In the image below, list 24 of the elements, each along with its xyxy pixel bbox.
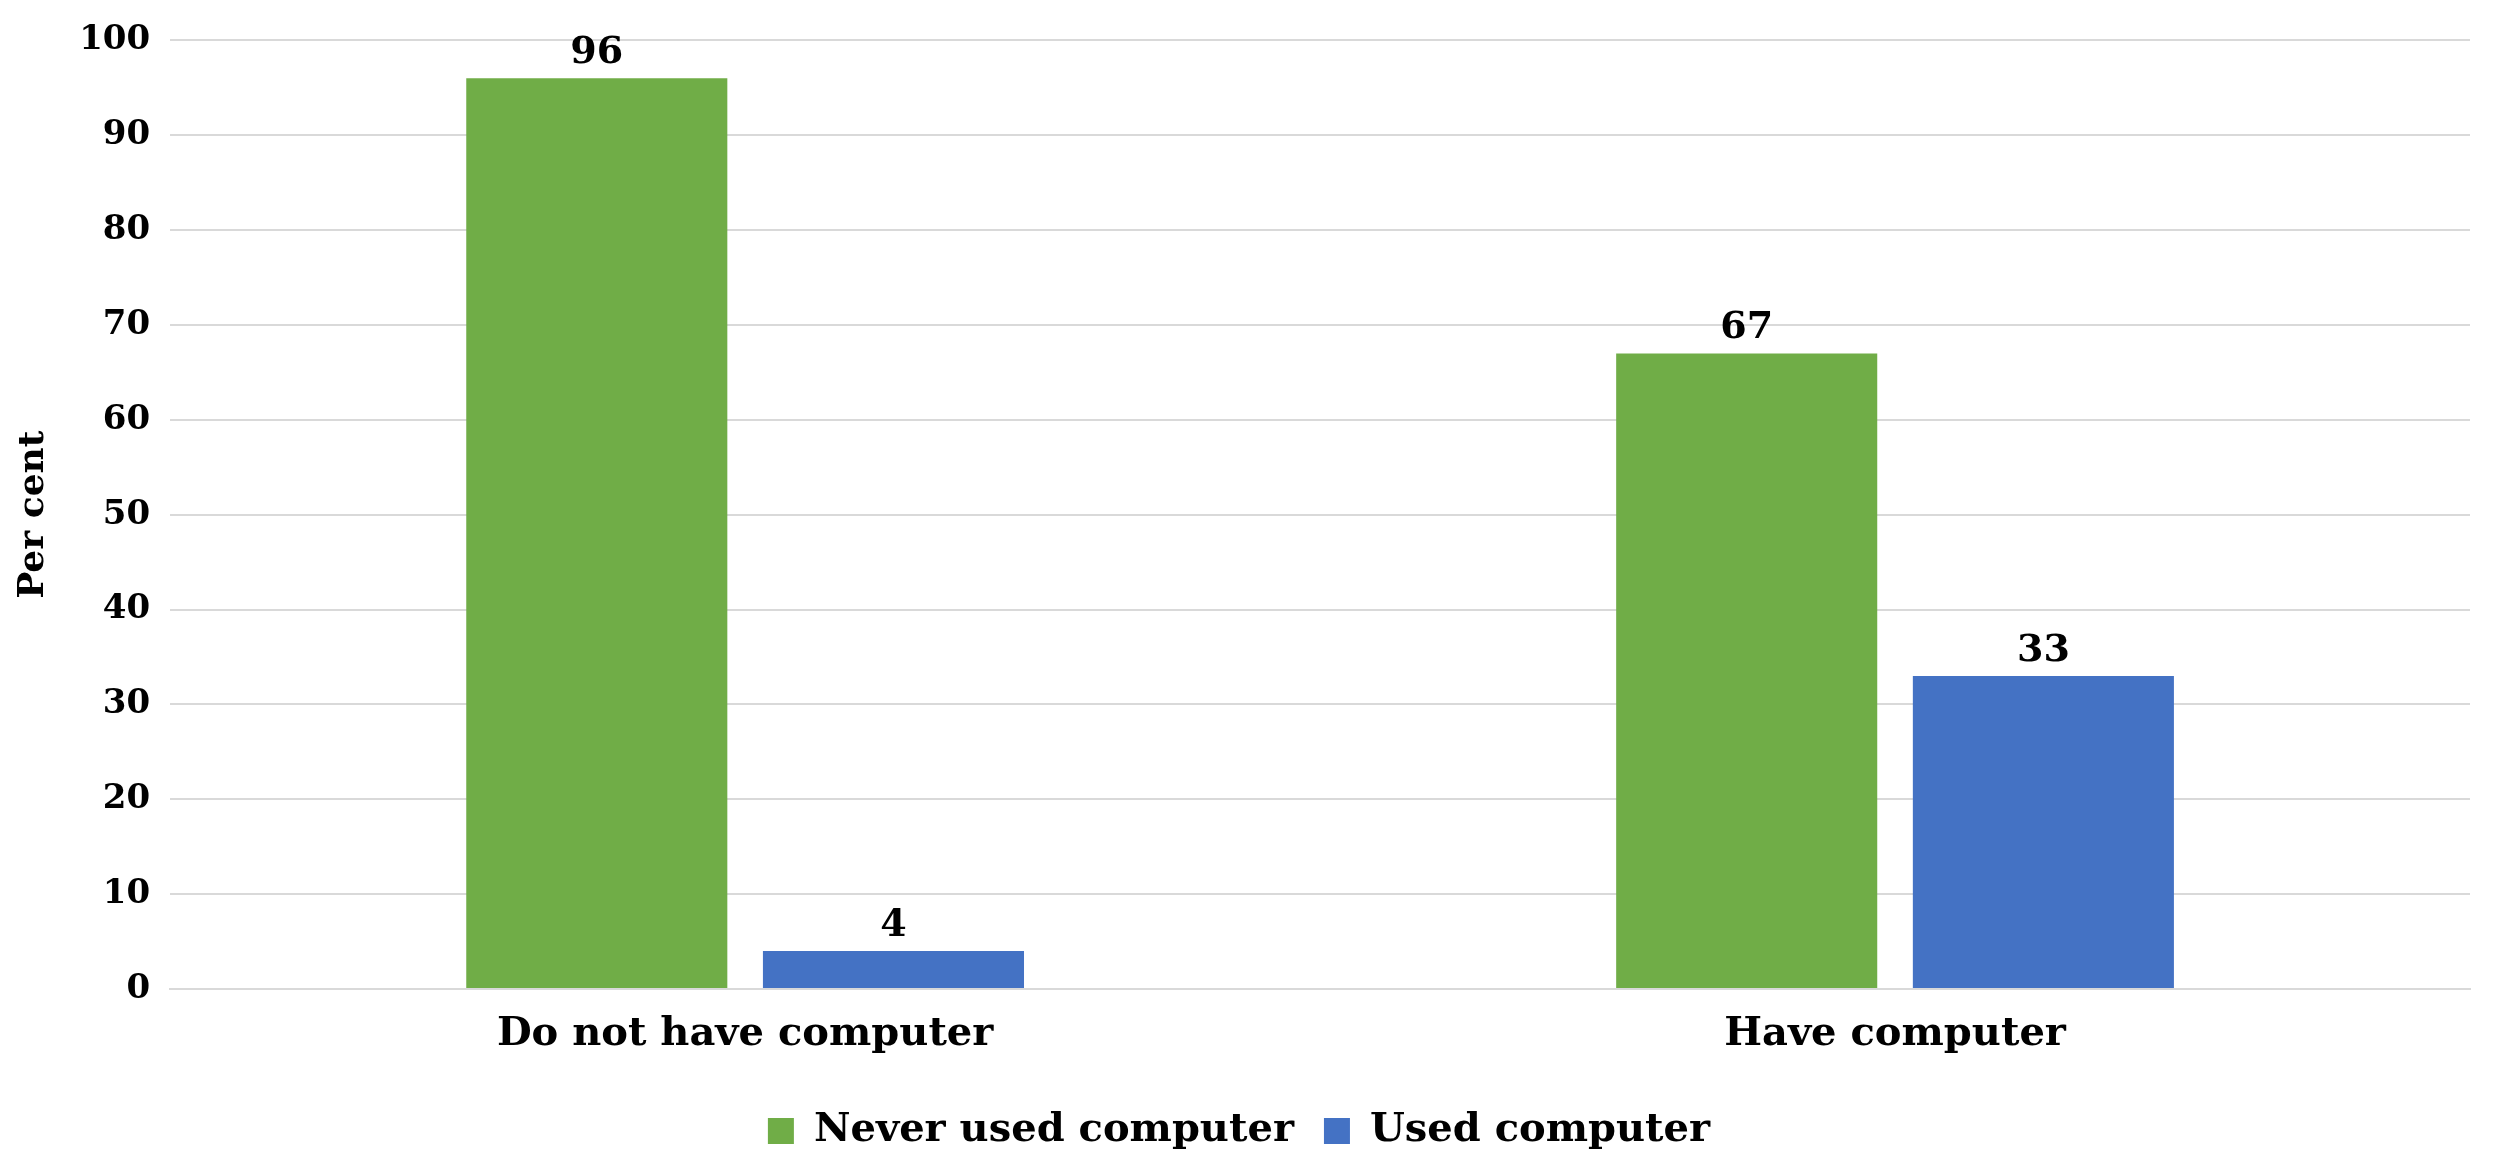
y-tick-label: 90 bbox=[102, 112, 151, 153]
bar bbox=[466, 78, 728, 988]
data-label: 67 bbox=[1720, 302, 1774, 348]
y-tick-label: 100 bbox=[79, 17, 151, 58]
data-label: 96 bbox=[570, 27, 624, 73]
y-tick-label: 60 bbox=[102, 396, 151, 437]
y-tick-label: 50 bbox=[102, 491, 151, 532]
y-tick-label: 0 bbox=[126, 965, 151, 1006]
data-label: 33 bbox=[2016, 624, 2070, 670]
y-tick-label: 70 bbox=[102, 301, 151, 342]
legend-label: Never used computer bbox=[813, 1103, 1295, 1151]
bar bbox=[1616, 353, 1878, 988]
y-tick-label: 80 bbox=[102, 206, 151, 247]
x-tick-label: Have computer bbox=[1724, 1007, 2067, 1055]
y-tick-label: 30 bbox=[102, 681, 151, 722]
legend-label: Used computer bbox=[1369, 1103, 1712, 1151]
y-axis-title: Per cent bbox=[8, 430, 51, 599]
data-label: 4 bbox=[880, 899, 907, 945]
x-tick-label: Do not have computer bbox=[496, 1007, 995, 1055]
y-tick-label: 20 bbox=[102, 776, 151, 817]
y-tick-label: 10 bbox=[102, 870, 151, 911]
bar bbox=[762, 951, 1025, 988]
bar bbox=[1912, 675, 2174, 988]
y-tick-label: 40 bbox=[102, 586, 151, 627]
